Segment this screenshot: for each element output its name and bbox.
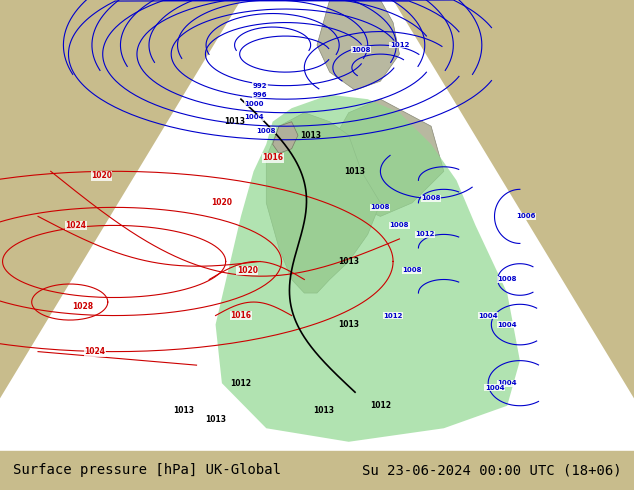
Polygon shape: [0, 0, 634, 451]
Text: 1004: 1004: [244, 114, 263, 120]
Polygon shape: [273, 122, 298, 153]
Text: 1013: 1013: [344, 167, 366, 176]
Text: 1024: 1024: [65, 221, 87, 230]
Polygon shape: [330, 99, 444, 217]
Text: 1013: 1013: [224, 117, 245, 126]
Text: 1020: 1020: [211, 198, 233, 207]
Text: 1000: 1000: [244, 100, 263, 107]
Text: Surface pressure [hPa] UK-Global: Surface pressure [hPa] UK-Global: [13, 464, 281, 477]
Text: 1013: 1013: [173, 406, 195, 415]
Text: 1004: 1004: [497, 321, 517, 328]
Text: 1004: 1004: [479, 313, 498, 318]
Text: 1008: 1008: [257, 128, 276, 134]
Polygon shape: [216, 95, 520, 442]
Polygon shape: [266, 113, 380, 293]
Text: 1013: 1013: [338, 257, 359, 266]
Text: 1028: 1028: [72, 302, 93, 311]
Text: 1006: 1006: [517, 213, 536, 220]
Text: 992: 992: [253, 83, 267, 89]
Text: 1008: 1008: [422, 196, 441, 201]
Text: Su 23-06-2024 00:00 UTC (18+06): Su 23-06-2024 00:00 UTC (18+06): [361, 464, 621, 477]
Text: 1016: 1016: [230, 311, 252, 320]
Text: 1008: 1008: [497, 276, 517, 283]
Text: 1013: 1013: [300, 131, 321, 140]
Text: 1008: 1008: [390, 222, 409, 228]
Text: 1008: 1008: [403, 268, 422, 273]
Text: 1008: 1008: [371, 204, 390, 210]
Text: 1013: 1013: [313, 406, 334, 415]
Text: 1012: 1012: [384, 313, 403, 318]
Text: 1013: 1013: [338, 320, 359, 329]
Text: 1020: 1020: [91, 172, 112, 180]
Text: 1013: 1013: [205, 415, 226, 424]
Text: 1004: 1004: [485, 385, 504, 391]
Text: 1012: 1012: [230, 379, 252, 388]
Text: 1012: 1012: [415, 231, 434, 238]
Text: 1012: 1012: [390, 42, 409, 48]
Text: 996: 996: [253, 92, 267, 98]
Text: 1020: 1020: [236, 266, 258, 275]
Text: 1024: 1024: [84, 347, 106, 356]
Text: 1016: 1016: [262, 153, 283, 162]
Text: 1004: 1004: [497, 380, 517, 386]
Text: 1008: 1008: [352, 47, 371, 52]
Polygon shape: [317, 0, 399, 90]
Text: 1012: 1012: [370, 401, 391, 410]
